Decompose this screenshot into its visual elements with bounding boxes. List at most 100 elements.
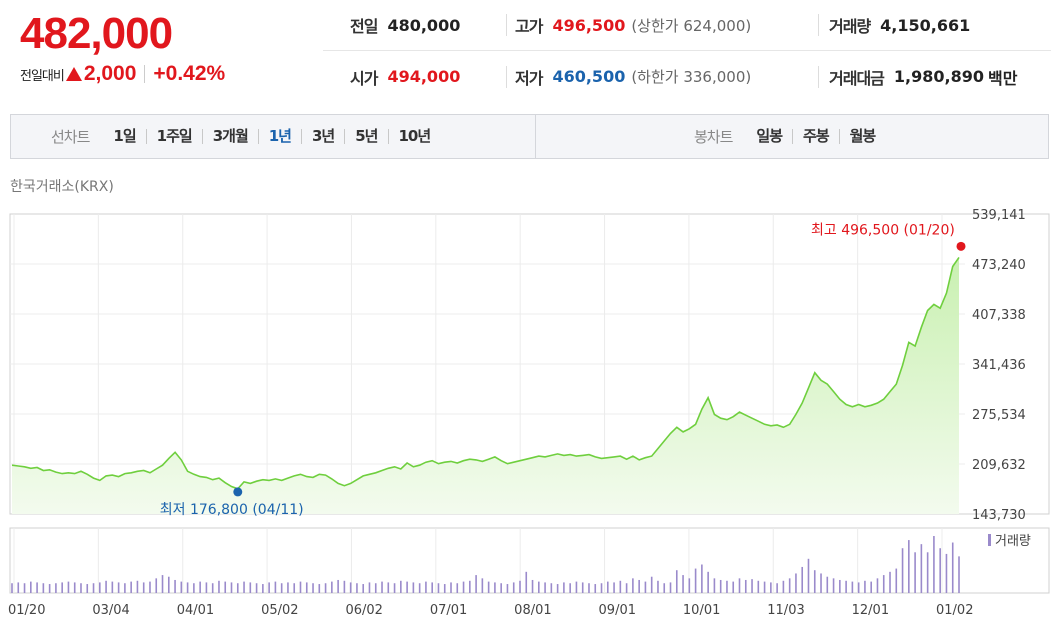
x-tick-label: 11/03: [767, 603, 804, 618]
open-price: 시가 494,000: [350, 65, 460, 89]
volume-bar: [926, 552, 929, 593]
volume-bar: [124, 583, 126, 593]
volume-bar: [788, 578, 791, 593]
y-tick-label: 473,240: [972, 258, 1026, 273]
volume-bar: [763, 581, 766, 593]
period-1d[interactable]: 1일: [113, 127, 136, 145]
change-value: 2,000: [83, 62, 137, 85]
high-annotation: 최고 496,500 (01/20): [811, 222, 955, 238]
volume-bar: [694, 568, 697, 593]
period-3y[interactable]: 3년: [301, 129, 344, 144]
stats-row-1: 전일 480,000 고가 496,500 (상한가 624,000) 거래량 …: [323, 0, 1051, 51]
low-price: 저가 460,500 (하한가 336,000): [506, 65, 751, 88]
volume-bar: [117, 582, 120, 593]
volume-bar: [30, 581, 32, 593]
volume-bar: [161, 575, 164, 593]
volume-bar: [481, 578, 484, 593]
price-summary: 482,000 전일대비 2,000 +0.42%: [20, 10, 320, 86]
candle-weekly[interactable]: 주봉: [792, 129, 839, 144]
volume-bar: [136, 580, 139, 593]
y-tick-label: 143,730: [972, 508, 1026, 523]
period-5y[interactable]: 5년: [344, 129, 387, 144]
price-area: [12, 257, 959, 514]
volume-bar: [199, 581, 201, 593]
volume-bar: [801, 566, 804, 593]
volume-bar: [387, 582, 390, 593]
volume-bar: [531, 579, 534, 593]
period-3m[interactable]: 3개월: [201, 129, 258, 144]
volume-bar: [581, 582, 584, 593]
volume-bar: [418, 583, 421, 593]
volume-bar: [55, 583, 57, 593]
volume-bar: [262, 584, 264, 593]
volume-bar: [757, 580, 760, 593]
candle-chart-label: 봉차트: [694, 128, 733, 146]
volume-bar: [205, 582, 208, 593]
volume-bar: [48, 584, 51, 593]
up-triangle-icon: [65, 67, 82, 81]
volume-bar: [443, 584, 446, 593]
volume-bar: [224, 581, 227, 593]
volume-bar: [914, 552, 916, 593]
volume-bar: [726, 580, 728, 593]
volume-bar: [657, 580, 659, 593]
trade-value-label: 거래대금: [829, 68, 885, 88]
volume-bar: [149, 581, 151, 593]
volume-bar: [857, 582, 860, 593]
volume-bar: [11, 583, 13, 593]
volume-bar: [613, 582, 615, 593]
volume-bar: [951, 542, 954, 593]
volume-bar: [933, 536, 935, 593]
volume-bar: [606, 581, 609, 593]
volume-bar: [594, 584, 597, 593]
volume-bar: [644, 581, 647, 593]
volume-bar: [751, 579, 753, 593]
volume-bar: [462, 581, 465, 593]
volume-bar: [563, 582, 565, 593]
price-chart: 539,141 473,240 407,338 341,436 275,534 209,6…: [8, 208, 1050, 618]
volume-bar: [876, 578, 879, 593]
volume-bar: [331, 581, 333, 593]
x-tick-label: 07/01: [430, 603, 467, 618]
volume-bar: [638, 579, 640, 593]
volume-bar: [105, 580, 107, 593]
volume-bar: [770, 582, 772, 593]
volume-bar: [23, 583, 26, 593]
x-tick-label: 03/04: [92, 603, 129, 618]
volume-bar: [111, 581, 114, 593]
volume-bar: [575, 581, 578, 593]
change-row: 전일대비 2,000 +0.42%: [20, 62, 320, 86]
volume-bar: [456, 583, 459, 593]
x-tick-label: 04/01: [177, 603, 214, 618]
candle-monthly[interactable]: 월봉: [838, 129, 886, 144]
divider: [144, 65, 146, 83]
volume-bar: [845, 580, 847, 593]
volume-bar: [230, 582, 233, 593]
volume-bar: [425, 581, 427, 593]
period-1y[interactable]: 1년: [257, 129, 301, 144]
volume-bar: [939, 548, 941, 593]
candle-daily[interactable]: 일봉: [756, 127, 783, 145]
volume-bar: [556, 584, 559, 593]
volume-bar: [469, 580, 471, 593]
volume-bar: [738, 578, 741, 593]
volume-bar: [393, 583, 396, 593]
stats-row-2: 시가 494,000 저가 460,500 (하한가 336,000) 거래대금…: [323, 51, 1051, 102]
volume-bar: [920, 544, 923, 593]
volume-bar: [437, 583, 440, 593]
volume-bar: [318, 584, 321, 593]
volume-bar: [707, 571, 709, 593]
prev-close-label: 전일: [350, 17, 378, 36]
period-10y[interactable]: 10년: [387, 129, 441, 144]
y-tick-label: 341,436: [972, 358, 1026, 373]
volume-bar: [374, 583, 377, 593]
x-tick-label: 06/02: [345, 603, 382, 618]
volume-bar: [218, 580, 220, 593]
volume-bar: [538, 581, 540, 593]
period-1w[interactable]: 1주일: [145, 129, 202, 144]
change-label: 전일대비: [20, 68, 65, 84]
volume-bar: [343, 580, 346, 593]
prev-close: 전일 480,000: [350, 13, 460, 37]
volume-bar: [851, 581, 854, 593]
volume-plot-frame: [9, 527, 1050, 594]
